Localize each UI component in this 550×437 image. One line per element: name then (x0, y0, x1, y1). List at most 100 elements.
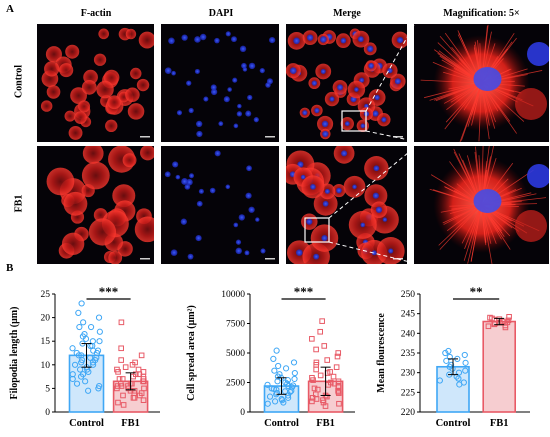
data-point-fb1 (313, 346, 319, 353)
data-point-control (78, 300, 85, 307)
data-point-control (85, 387, 92, 394)
data-point-control (95, 314, 103, 321)
bar-chart-filopodia: 0 5 10 15 20 25 Filopodia length (μm) Control FB… (9, 284, 160, 429)
micrograph-control-merge (286, 24, 407, 142)
data-point-control (96, 328, 103, 335)
data-point-control (461, 351, 468, 359)
data-point-fb1 (309, 336, 315, 342)
data-point-fb1 (311, 385, 318, 392)
data-point-control (291, 375, 298, 383)
micrograph-fb1-factin (37, 146, 154, 264)
significance-label: ** (470, 284, 483, 299)
data-point-control (275, 362, 282, 370)
data-point-fb1 (131, 395, 138, 401)
micrograph-fb1-merge (286, 146, 407, 264)
data-point-control (266, 393, 274, 400)
data-point-control (271, 367, 278, 374)
data-point-control (75, 309, 82, 316)
zoom-box-control (341, 110, 367, 132)
data-point-fb1 (310, 377, 316, 383)
data-point-fb1 (309, 398, 315, 405)
y-tick-label: 5 (45, 384, 50, 394)
micrograph-control-factin (37, 24, 154, 142)
y-tick-label: 25 (41, 290, 51, 300)
x-tick-label-control: Control (436, 418, 471, 429)
column-header-merge: Merge (333, 8, 361, 19)
data-point-control (291, 369, 298, 377)
y-tick-label: 230 (401, 369, 416, 379)
data-point-control (285, 382, 292, 390)
data-point-control (71, 361, 79, 368)
data-point-fb1 (502, 324, 509, 331)
data-point-control (273, 347, 280, 354)
data-point-control (285, 394, 292, 401)
micrograph-fb1-dapi (161, 146, 279, 264)
x-tick-label-fb1: FB1 (121, 418, 140, 429)
data-point-fb1 (120, 392, 126, 399)
data-point-control (69, 345, 76, 352)
data-point-control (264, 381, 271, 388)
data-point-control (270, 355, 277, 363)
data-point-control (284, 392, 292, 399)
data-point-fb1 (135, 366, 142, 373)
data-point-fb1 (129, 362, 136, 368)
data-point-fb1 (114, 385, 120, 392)
y-tick-label: 15 (41, 337, 51, 347)
y-tick-label: 240 (401, 329, 416, 339)
data-point-fb1 (140, 397, 147, 404)
bar-chart-fluorescence: 220 225 230 235 240 245 250 Mean flourescence Co… (376, 284, 530, 429)
data-point-fb1 (330, 373, 337, 380)
data-point-control (82, 335, 90, 342)
data-point-control (80, 319, 87, 326)
column-header-dapi: DAPI (208, 8, 234, 19)
y-tick-label: 2500 (226, 379, 245, 389)
data-point-control (89, 359, 97, 366)
data-point-control (274, 378, 281, 385)
data-point-fb1 (485, 323, 492, 330)
data-point-control (290, 359, 298, 366)
data-point-fb1 (324, 393, 330, 400)
data-point-fb1 (334, 353, 341, 360)
data-point-control (436, 377, 443, 384)
column-header-magnification: Magnification: 5× (443, 8, 520, 19)
x-tick-label-fb1: FB1 (490, 418, 509, 429)
bar-fb1 (482, 320, 516, 413)
micrograph-control-mag (414, 24, 549, 142)
data-point-fb1 (140, 378, 147, 385)
data-point-control (462, 359, 469, 366)
data-point-fb1 (120, 402, 127, 408)
data-point-fb1 (317, 328, 324, 335)
data-point-control (443, 357, 450, 364)
data-point-fb1 (118, 345, 124, 352)
y-tick-label: 0 (45, 408, 50, 418)
significance-label: *** (294, 284, 314, 299)
data-point-control (86, 354, 94, 361)
data-point-fb1 (333, 364, 340, 370)
data-point-control (95, 385, 102, 392)
y-tick-label: 220 (401, 408, 416, 418)
data-point-control (446, 353, 453, 361)
significance-label: *** (99, 284, 119, 299)
y-tick-label: 10 (41, 361, 51, 371)
data-point-control (90, 361, 97, 368)
data-point-fb1 (319, 318, 325, 324)
zoom-box-fb1 (304, 217, 330, 243)
data-point-control (455, 375, 462, 382)
y-axis-label: Filopodia length (μm) (9, 307, 20, 400)
data-point-control (96, 338, 103, 345)
data-point-fb1 (322, 403, 329, 409)
data-point-fb1 (317, 372, 324, 379)
data-point-fb1 (309, 395, 316, 401)
data-point-control (445, 347, 452, 355)
data-point-fb1 (336, 400, 342, 407)
data-point-control (85, 368, 92, 375)
y-tick-label: 5000 (226, 349, 245, 359)
data-point-fb1 (335, 390, 342, 396)
y-tick-label: 20 (41, 314, 51, 324)
data-point-control (280, 399, 287, 406)
data-point-control (75, 352, 82, 359)
data-point-fb1 (321, 343, 328, 349)
micrograph-fb1-mag (414, 146, 549, 264)
data-point-control (87, 323, 95, 331)
data-point-control (282, 365, 290, 372)
